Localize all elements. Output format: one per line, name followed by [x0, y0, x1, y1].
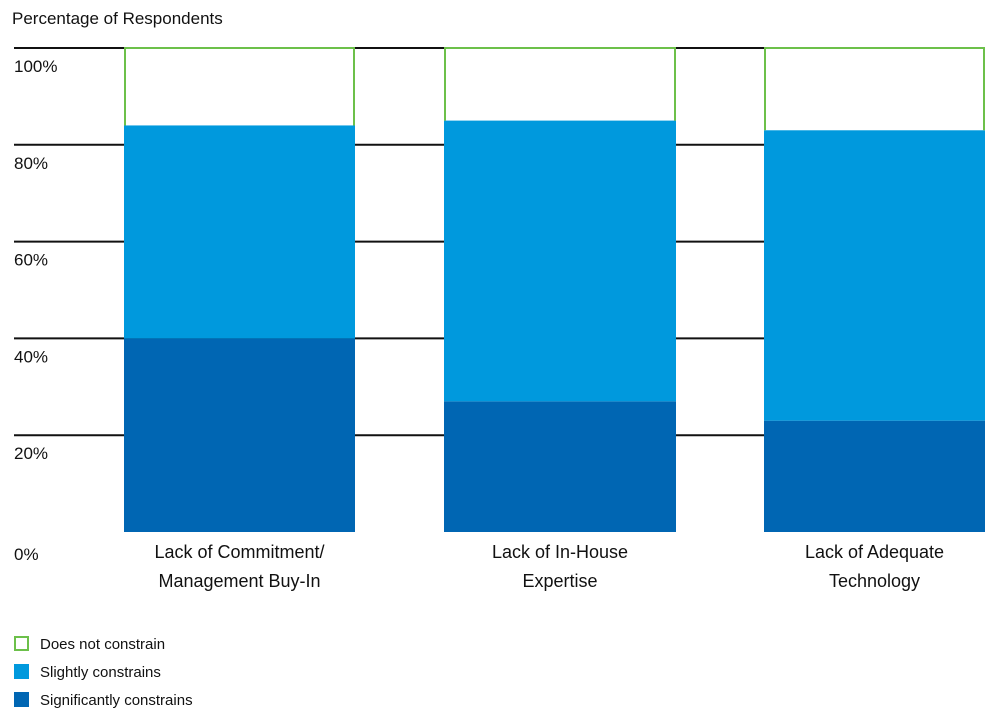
bar-slightly-constrains-3: [764, 130, 985, 421]
category-label-2: Lack of In-House Expertise: [492, 542, 628, 591]
category-label-line-1-2: Management Buy-In: [158, 571, 320, 591]
legend-swatch-slightly-constrains: [14, 664, 29, 679]
category-label-line-2-2: Expertise: [522, 571, 597, 591]
y-tick-label-60: 60%: [14, 251, 48, 270]
bar-does-not-constrain-3: [764, 47, 985, 131]
legend: Does not constrain Slightly constrains Sig…: [14, 636, 193, 709]
legend-label-slightly-constrains: Slightly constrains: [40, 664, 161, 681]
bar-significantly-constrains-1: [124, 338, 355, 532]
category-label-line-1-1: Lack of Commitment/: [154, 542, 324, 562]
legend-swatch-does-not-constrain: [14, 636, 29, 651]
bar-does-not-constrain-1: [124, 47, 355, 126]
y-axis-tick-labels: 0% 20% 40% 60% 80% 100%: [14, 57, 57, 564]
legend-label-significantly-constrains: Significantly constrains: [40, 692, 193, 709]
category-label-1: Lack of Commitment/Management Buy-In: [154, 542, 324, 591]
category-label-line-2-1: Lack of In-House: [492, 542, 628, 562]
y-tick-label-100: 100%: [14, 57, 57, 76]
legend-swatch-significantly-constrains: [14, 692, 29, 707]
y-tick-label-40: 40%: [14, 347, 48, 366]
y-tick-label-0: 0%: [14, 545, 39, 564]
category-label-line-3-1: Lack of Adequate: [805, 542, 944, 562]
category-label-3: Lack of Adequate Technology: [805, 542, 944, 591]
y-axis-title: Percentage of Respondents: [12, 9, 223, 28]
bars: [124, 47, 985, 532]
bar-significantly-constrains-3: [764, 420, 985, 532]
bar-does-not-constrain-2: [444, 47, 676, 121]
category-labels: Lack of Commitment/Management Buy-InLack…: [154, 542, 944, 591]
y-tick-label-80: 80%: [14, 154, 48, 173]
bar-slightly-constrains-1: [124, 125, 355, 339]
bar-significantly-constrains-2: [444, 401, 676, 532]
y-tick-label-20: 20%: [14, 444, 48, 463]
bar-slightly-constrains-2: [444, 120, 676, 402]
category-label-line-3-2: Technology: [829, 571, 920, 591]
legend-label-does-not-constrain: Does not constrain: [40, 636, 165, 653]
